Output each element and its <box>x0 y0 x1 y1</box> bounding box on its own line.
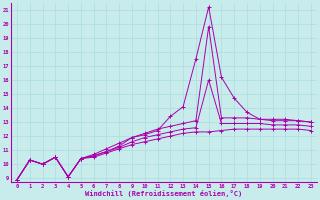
X-axis label: Windchill (Refroidissement éolien,°C): Windchill (Refroidissement éolien,°C) <box>85 190 243 197</box>
